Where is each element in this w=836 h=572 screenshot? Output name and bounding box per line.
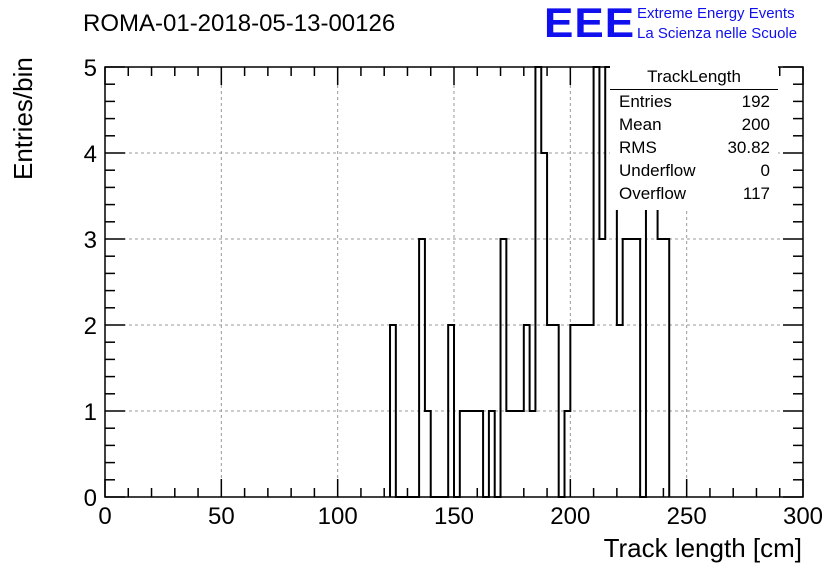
x-tick-label: 300 bbox=[783, 503, 823, 530]
histogram-bin bbox=[629, 239, 635, 497]
y-tick-label: 5 bbox=[84, 55, 97, 82]
histogram-bin bbox=[530, 411, 536, 497]
stats-label: Mean bbox=[619, 115, 662, 134]
stats-row: Overflow 117 bbox=[610, 182, 778, 205]
x-tick-label: 50 bbox=[208, 503, 235, 530]
stats-label: Entries bbox=[619, 92, 672, 111]
stats-row: RMS 30.82 bbox=[610, 136, 778, 159]
x-tick-label: 100 bbox=[318, 503, 358, 530]
stats-row: Entries 192 bbox=[610, 90, 778, 113]
stats-title: TrackLength bbox=[610, 65, 778, 90]
histogram-bin bbox=[466, 411, 472, 497]
x-axis-label: Track length [cm] bbox=[603, 533, 802, 563]
stats-box: TrackLength Entries 192 Mean 200 RMS 30.82 Und… bbox=[610, 65, 778, 210]
histogram-bin bbox=[506, 411, 512, 497]
y-tick-label: 1 bbox=[84, 399, 97, 426]
stats-value: 200 bbox=[741, 115, 770, 134]
stats-value: 192 bbox=[741, 92, 770, 111]
y-tick-label: 2 bbox=[84, 313, 97, 340]
x-tick-label: 0 bbox=[98, 503, 111, 530]
histogram-bin bbox=[599, 239, 605, 497]
logo-line-2: La Scienza nelle Scuole bbox=[637, 25, 798, 42]
x-tick-labels: 0 50 100 150 200 250 300 bbox=[98, 503, 823, 530]
x-tick-label: 250 bbox=[667, 503, 707, 530]
stats-row: Mean 200 bbox=[610, 113, 778, 136]
stats-label: Underflow bbox=[619, 161, 696, 180]
x-tick-label: 150 bbox=[434, 503, 474, 530]
stats-label: Overflow bbox=[619, 184, 687, 203]
stats-rows: Entries 192 Mean 200 RMS 30.82 Underflow 0 Overf… bbox=[610, 90, 778, 205]
chart-title: ROMA-01-2018-05-13-00126 bbox=[83, 10, 396, 37]
stats-value: 0 bbox=[760, 161, 770, 180]
stats-value: 30.82 bbox=[727, 138, 770, 157]
histogram-bin bbox=[658, 239, 664, 497]
histogram-bin bbox=[512, 411, 518, 497]
stats-row: Underflow 0 bbox=[610, 159, 778, 182]
y-tick-label: 4 bbox=[84, 141, 97, 168]
y-tick-label: 0 bbox=[84, 485, 97, 512]
y-tick-label: 3 bbox=[84, 227, 97, 254]
plot-frame bbox=[104, 66, 804, 498]
logo-line-1: Extreme Energy Events bbox=[637, 5, 795, 22]
y-tick-labels: 0 1 2 3 4 5 bbox=[84, 55, 97, 512]
y-axis-label: Entries/bin bbox=[8, 57, 38, 180]
histogram-bin bbox=[471, 411, 477, 497]
x-tick-label: 200 bbox=[550, 503, 590, 530]
stats-value: 117 bbox=[742, 184, 770, 203]
stats-label: RMS bbox=[619, 138, 657, 157]
eee-logo: EEE bbox=[544, 0, 636, 47]
histogram-bin bbox=[518, 411, 524, 497]
